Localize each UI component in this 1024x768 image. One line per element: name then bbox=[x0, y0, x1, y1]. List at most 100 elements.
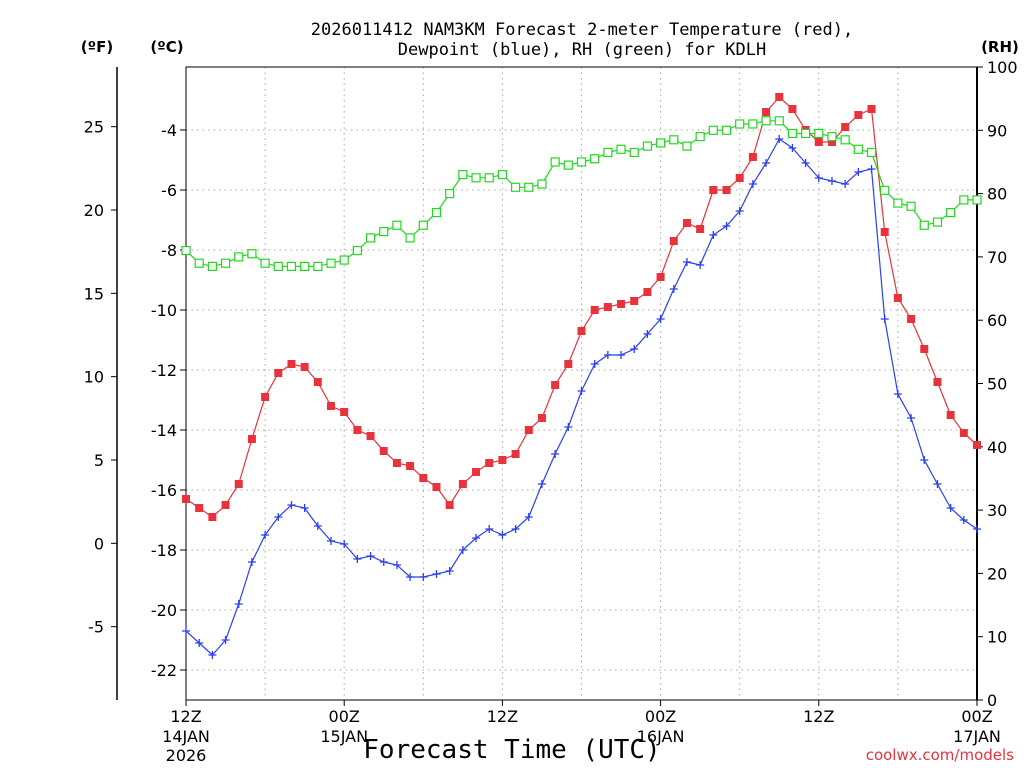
rh-tick-label: 10 bbox=[987, 628, 1007, 647]
rh-point bbox=[880, 185, 890, 196]
dewpoint-point bbox=[287, 501, 296, 509]
temperature-point bbox=[841, 123, 850, 131]
rh-point bbox=[669, 135, 679, 145]
dewpoint-point bbox=[907, 414, 916, 422]
rh-point bbox=[273, 261, 283, 271]
temperature-point bbox=[669, 237, 678, 245]
dewpoint-point bbox=[392, 561, 401, 569]
temperature-point bbox=[432, 483, 441, 491]
rh-point bbox=[946, 207, 956, 218]
series-rh bbox=[181, 116, 982, 271]
rh-point bbox=[194, 258, 204, 268]
rh-point bbox=[919, 220, 929, 230]
dewpoint-point bbox=[234, 600, 243, 608]
dewpoint-point bbox=[472, 534, 481, 542]
rh-point bbox=[866, 147, 877, 158]
temperature-point bbox=[907, 315, 916, 323]
dewpoint-point bbox=[643, 330, 652, 338]
chart-title-line1: 2026011412 NAM3KM Forecast 2-meter Tempe… bbox=[311, 20, 853, 40]
temperature-point bbox=[946, 411, 955, 419]
dewpoint-point bbox=[485, 525, 494, 533]
rh-tick-label: 80 bbox=[987, 185, 1007, 204]
dewpoint-point bbox=[353, 555, 362, 563]
celsius-tick-label: -16 bbox=[151, 481, 177, 500]
dewpoint-point bbox=[498, 531, 507, 539]
dewpoint-point bbox=[893, 390, 902, 398]
dewpoint-point bbox=[195, 639, 204, 647]
dewpoint-point bbox=[867, 165, 876, 173]
celsius-tick-label: -6 bbox=[161, 181, 177, 200]
temperature-point bbox=[458, 480, 467, 488]
temperature-point bbox=[419, 474, 428, 482]
temperature-point bbox=[392, 459, 401, 467]
rh-point bbox=[181, 245, 191, 256]
dewpoint-point bbox=[748, 180, 757, 188]
temperature-point bbox=[287, 360, 296, 368]
rh-point bbox=[682, 141, 692, 151]
rh-point bbox=[247, 249, 257, 259]
dewpoint-point bbox=[709, 231, 718, 239]
time-tick-label: 12Z bbox=[487, 707, 518, 726]
rh-point bbox=[721, 125, 732, 135]
dewpoint-point bbox=[630, 345, 639, 353]
rh-point bbox=[379, 226, 389, 237]
rh-tick-label: 100 bbox=[987, 58, 1018, 77]
temperature-point bbox=[682, 219, 691, 227]
dewpoint-point bbox=[920, 456, 929, 464]
rh-point bbox=[708, 125, 718, 135]
dewpoint-point bbox=[577, 387, 586, 395]
temperature-point bbox=[656, 273, 665, 281]
rh-point bbox=[695, 132, 705, 142]
rh-point bbox=[286, 261, 297, 271]
rh-point bbox=[207, 261, 217, 271]
fahrenheit-unit-label: (ºF) bbox=[81, 38, 113, 56]
temperature-point bbox=[920, 345, 929, 353]
rh-point bbox=[774, 116, 784, 126]
dewpoint-point bbox=[247, 558, 256, 566]
dewpoint-point bbox=[933, 480, 942, 488]
rh-unit-label: (RH) bbox=[981, 38, 1019, 56]
time-tick-year: 2026 bbox=[166, 746, 207, 765]
celsius-tick-label: -10 bbox=[151, 301, 177, 320]
temperature-point bbox=[472, 468, 481, 476]
dewpoint-point bbox=[973, 525, 981, 533]
celsius-tick-label: -18 bbox=[151, 541, 177, 560]
series-temperature bbox=[182, 93, 981, 521]
rh-point bbox=[392, 220, 402, 230]
dewpoint-point bbox=[656, 315, 665, 323]
rh-point bbox=[260, 258, 270, 268]
rh-point bbox=[893, 198, 903, 208]
temperature-point bbox=[366, 432, 375, 440]
rh-point bbox=[524, 182, 534, 192]
temperature-point bbox=[327, 402, 336, 410]
temperature-point bbox=[973, 441, 981, 449]
dewpoint-point bbox=[814, 174, 823, 182]
dewpoint-point bbox=[340, 540, 349, 548]
temperature-point bbox=[537, 414, 546, 422]
time-tick-label: 00Z bbox=[329, 707, 360, 726]
celsius-axis: -22 -20 -18 -16 -14 -12 -10 -8 -6 -4 bbox=[151, 121, 186, 680]
rh-tick-label: 90 bbox=[987, 121, 1007, 140]
temperature-point bbox=[762, 108, 771, 116]
temperature-point bbox=[221, 501, 230, 509]
rh-tick-label: 60 bbox=[987, 311, 1007, 330]
dewpoint-point bbox=[788, 144, 797, 152]
dewpoint-point bbox=[327, 537, 336, 545]
dewpoint-point bbox=[590, 360, 599, 368]
temperature-point bbox=[630, 297, 639, 305]
fahrenheit-tick-label: 0 bbox=[94, 534, 104, 553]
temperature-point bbox=[234, 480, 243, 488]
dewpoint-point bbox=[458, 546, 467, 554]
temperature-point bbox=[709, 186, 718, 194]
temperature-point bbox=[353, 426, 362, 434]
celsius-unit-label: (ºC) bbox=[150, 38, 183, 56]
rh-point bbox=[300, 261, 310, 271]
rh-point bbox=[814, 128, 824, 139]
temperature-point bbox=[340, 408, 349, 416]
rh-point bbox=[761, 116, 771, 126]
temperature-point bbox=[893, 294, 902, 302]
rh-tick-label: 30 bbox=[987, 501, 1007, 520]
temperature-point bbox=[498, 456, 507, 464]
temperature-point bbox=[313, 378, 322, 386]
